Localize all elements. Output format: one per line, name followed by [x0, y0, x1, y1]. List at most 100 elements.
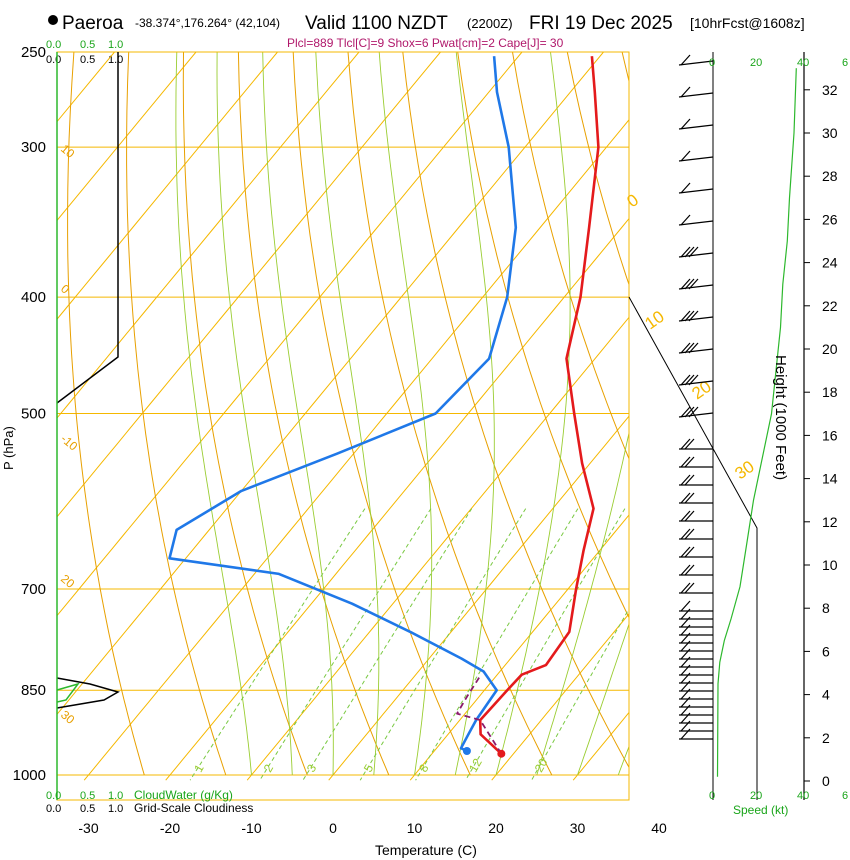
barb-flag	[680, 624, 691, 636]
height-tick-label: 0	[822, 773, 830, 789]
barb-flag	[680, 118, 691, 130]
barb-flag	[680, 474, 691, 486]
barb-flag	[680, 600, 691, 612]
y-axis-label: P (hPa)	[1, 426, 16, 470]
wind-barb	[679, 640, 713, 652]
x-axis-label: Temperature (C)	[375, 842, 477, 858]
bottom-green-tick: 1.0	[108, 790, 123, 802]
bottom-green-tick: 0.0	[46, 790, 61, 802]
barb-flag	[684, 546, 695, 558]
barb-staff	[678, 348, 714, 354]
bottom-scale-black: 0.0 0.5 1.0 Grid-Scale Cloudiness	[46, 801, 253, 815]
height-tick-label: 20	[822, 341, 838, 357]
cloudiness-label: Grid-Scale Cloudiness	[134, 801, 253, 815]
wind-barb	[679, 656, 713, 668]
barb-flag	[688, 342, 699, 354]
station-location: -38.374°,176.264° (42,104)	[135, 16, 280, 30]
barb-flag	[680, 246, 691, 258]
isotherm-line	[246, 316, 629, 781]
barb-staff	[678, 380, 714, 386]
dry-adiabat	[732, 52, 850, 775]
barb-flag	[688, 278, 699, 290]
barb-flag	[688, 374, 699, 386]
barb-flag	[680, 608, 691, 620]
barb-flag	[680, 704, 691, 716]
cloudiness-low-profile	[56, 677, 120, 709]
x-tick-label: -20	[160, 820, 180, 836]
barb-flag	[684, 278, 695, 290]
mixing-ratio-line	[189, 508, 366, 781]
dry-adiabat	[621, 52, 629, 84]
barb-flag	[680, 278, 691, 290]
dry-adiabat	[787, 52, 850, 775]
barb-flag	[684, 564, 695, 576]
pressure-tick-label: 300	[21, 139, 46, 156]
wind-barb	[678, 118, 714, 130]
plot-frame	[56, 51, 630, 801]
surface-dewpoint-point	[462, 746, 471, 755]
station-name: Paeroa	[62, 13, 124, 34]
mixing-ratio-label: 12	[466, 756, 485, 775]
barb-flag	[680, 182, 691, 194]
barb-flag	[684, 310, 695, 322]
barb-flag	[680, 632, 691, 644]
moist-adiabat	[536, 430, 629, 776]
height-tick-label: 30	[822, 125, 838, 141]
wind-barb	[678, 278, 714, 290]
x-tick-label: 0	[329, 820, 337, 836]
wind-barb	[679, 564, 713, 576]
wind-barbs	[678, 54, 714, 740]
moist-adiabat	[216, 52, 293, 776]
valid-utc: (2200Z)	[467, 16, 513, 31]
isotherm-line	[165, 217, 629, 781]
height-tick-label: 4	[822, 687, 830, 703]
wind-barb	[678, 246, 714, 258]
series-line-parcel	[456, 674, 503, 755]
forecast-info: [10hrFcst@1608z]	[690, 15, 805, 31]
barb-flag	[684, 528, 695, 540]
speed-tick: 6	[842, 790, 848, 802]
bottom-black-tick: 0.5	[80, 803, 95, 815]
height-tick-label: 2	[822, 730, 830, 746]
mixing-ratio-line	[531, 607, 629, 781]
barb-staff	[678, 252, 714, 258]
dry-adiabat	[402, 52, 629, 769]
height-tick-label: 8	[822, 600, 830, 616]
dry-adiabat	[566, 52, 629, 287]
barb-flag	[680, 664, 691, 676]
wind-barb	[679, 704, 713, 716]
top-black-tick: 0.5	[80, 54, 95, 66]
x-tick-label: 40	[651, 820, 667, 836]
mixing-ratio-line	[465, 508, 626, 781]
surface-temperature-point	[497, 749, 506, 758]
dry-adiabat	[292, 52, 471, 776]
wind-barb	[679, 528, 713, 540]
wind-barb	[679, 582, 713, 594]
wind-barb	[679, 688, 713, 700]
isotherm-line	[491, 613, 629, 781]
barb-flag	[680, 310, 691, 322]
moist-adiabat	[495, 52, 571, 776]
wind-barb	[678, 54, 714, 66]
barb-flag	[684, 246, 695, 258]
speed-tick: 40	[797, 790, 809, 802]
barb-flag	[680, 406, 691, 418]
speed-tick: 20	[750, 57, 762, 69]
series-line-dewpoint	[168, 56, 518, 753]
x-tick-label: -30	[78, 820, 98, 836]
barb-flag	[680, 438, 691, 450]
bottom-black-tick: 0.0	[46, 803, 61, 815]
isotherm-line	[57, 52, 360, 419]
wind-barb	[679, 696, 713, 708]
wind-barb	[679, 616, 713, 628]
barb-flag	[680, 214, 691, 226]
wind-barb	[679, 648, 713, 660]
height-tick-label: 18	[822, 384, 838, 400]
pressure-tick-label: 250	[21, 44, 46, 61]
barb-flag	[680, 510, 691, 522]
barb-flag	[680, 680, 691, 692]
barb-flag	[684, 492, 695, 504]
barb-flag	[680, 492, 691, 504]
barb-flag	[680, 342, 691, 354]
